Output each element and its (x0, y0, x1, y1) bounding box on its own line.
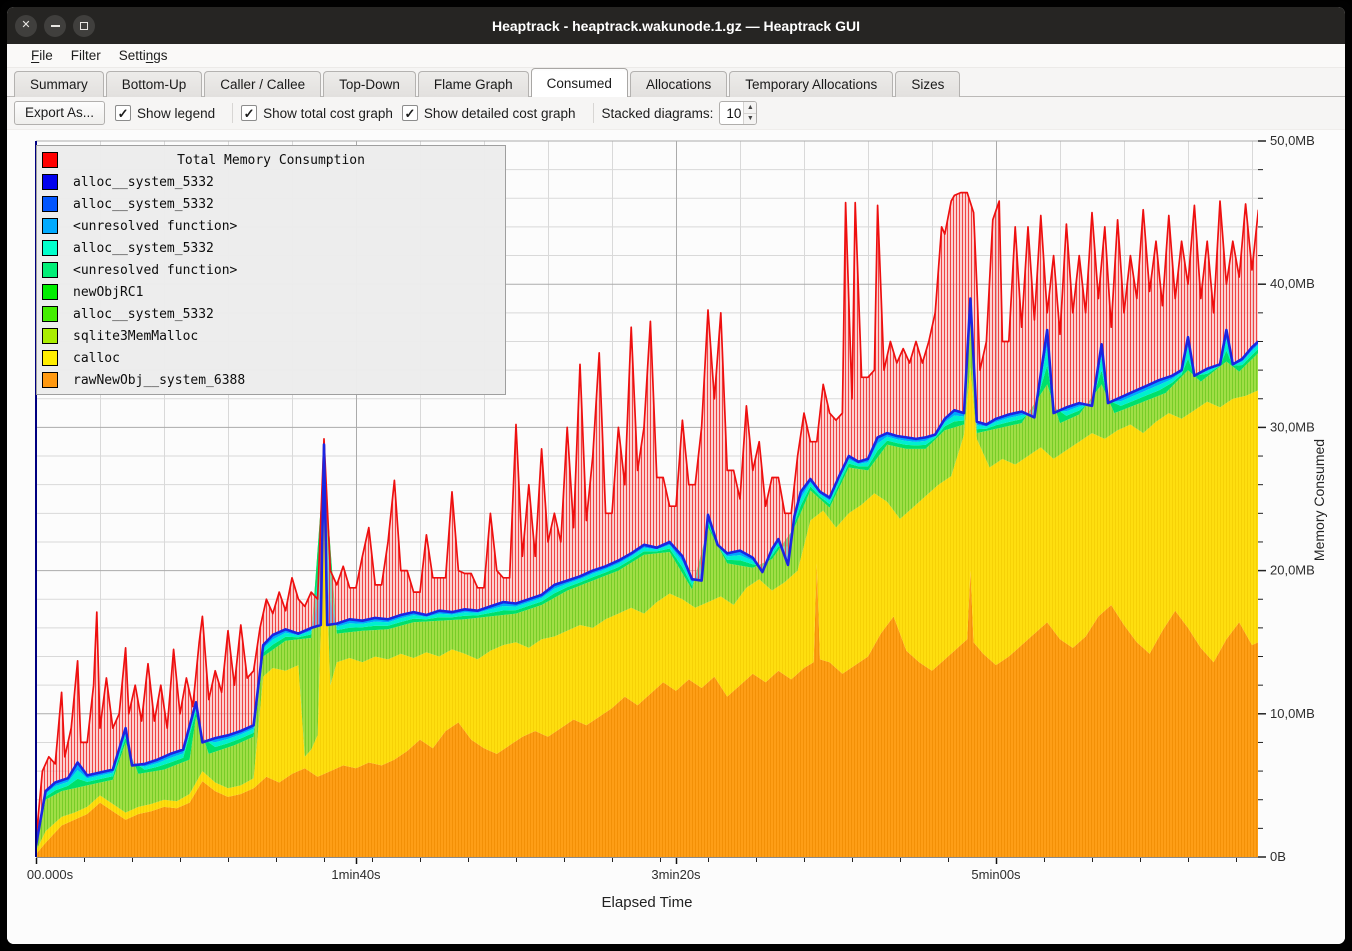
tab-bottom-up[interactable]: Bottom-Up (105, 71, 203, 97)
axis-label: 20,0MB (1270, 563, 1315, 578)
legend-label: calloc (73, 350, 120, 366)
legend-item: alloc__system_5332 (37, 193, 505, 215)
chart-legend: Total Memory Consumption alloc__system_53… (36, 145, 506, 395)
checkbox-icon[interactable]: ✓ (115, 105, 132, 121)
checkbox-icon[interactable]: ✓ (401, 105, 418, 121)
axis-label: 5min00s (971, 867, 1021, 882)
menu-settings[interactable]: Settings (118, 48, 168, 63)
axis-label: 50,0MB (1270, 133, 1315, 148)
axis-label: 00.000s (27, 867, 74, 882)
tab-summary[interactable]: Summary (14, 71, 104, 97)
maximize-icon (80, 21, 88, 30)
toolbar-separator (592, 103, 594, 123)
legend-swatch-icon (42, 196, 58, 212)
legend-label: rawNewObj__system_6388 (73, 372, 246, 388)
tab-bar: Summary Bottom-Up Caller / Callee Top-Down F… (7, 68, 1345, 97)
memory-consumption-chart[interactable]: 0B 10,0MB 20,0MB 30,0MB 40,0MB 50,0MB 00.000s 1… (7, 130, 1345, 944)
legend-item: calloc (37, 347, 505, 369)
menu-bar: File Filter Settings (7, 44, 1345, 68)
legend-label: <unresolved function> (73, 218, 238, 234)
stacked-diagrams-value: 10 (726, 105, 742, 121)
legend-swatch-icon (42, 372, 58, 388)
maximize-button[interactable] (73, 14, 95, 37)
legend-label: alloc__system_5332 (73, 174, 214, 190)
tab-top-down[interactable]: Top-Down (323, 71, 416, 97)
axis-label: 0B (1270, 849, 1286, 864)
axis-label: Elapsed Time (602, 894, 693, 911)
axis-label: 40,0MB (1270, 276, 1315, 291)
legend-label: alloc__system_5332 (73, 196, 214, 212)
toolbar-separator (232, 103, 234, 123)
legend-swatch-icon (42, 350, 58, 366)
legend-label: Total Memory Consumption (177, 152, 365, 168)
stacked-diagrams-spinner[interactable]: 10 ▲ ▼ (719, 101, 758, 125)
legend-swatch-icon (42, 306, 58, 322)
axis-label: Memory Consumed (1311, 439, 1327, 561)
legend-item: <unresolved function> (37, 215, 505, 237)
checkbox-label: Show total cost graph (263, 105, 393, 121)
tab-flame-graph[interactable]: Flame Graph (417, 71, 529, 97)
legend-swatch-icon (42, 174, 58, 190)
tab-allocations[interactable]: Allocations (629, 71, 728, 97)
chart-canvas[interactable]: 0B 10,0MB 20,0MB 30,0MB 40,0MB 50,0MB 00.000s 1… (7, 130, 1345, 944)
axis-label: 30,0MB (1270, 419, 1315, 434)
legend-swatch-icon (42, 284, 58, 300)
legend-swatch-icon (42, 152, 58, 168)
legend-swatch-icon (42, 240, 58, 256)
close-button[interactable]: ✕ (15, 14, 37, 37)
minimize-icon (50, 24, 60, 27)
legend-label: newObjRC1 (73, 284, 144, 300)
application-window: ✕ Heaptrack - heaptrack.wakunode.1.gz — … (7, 7, 1345, 944)
tab-caller-callee[interactable]: Caller / Callee (204, 71, 322, 97)
toolbar: Export As... ✓ Show legend ✓ Show total cos… (7, 97, 1345, 130)
legend-item: <unresolved function> (37, 259, 505, 281)
spinner-arrows: ▲ ▼ (743, 102, 757, 124)
legend-swatch-icon (42, 218, 58, 234)
legend-swatch-icon (42, 262, 58, 278)
export-as-button[interactable]: Export As... (14, 101, 106, 125)
window-controls: ✕ (15, 7, 95, 44)
legend-item: alloc__system_5332 (37, 237, 505, 259)
legend-label: sqlite3MemMalloc (73, 328, 199, 344)
checkbox-show-total-cost-graph[interactable]: ✓ Show total cost graph (241, 105, 393, 121)
legend-item: sqlite3MemMalloc (37, 325, 505, 347)
spinner-up-icon[interactable]: ▲ (744, 102, 757, 113)
legend-label: alloc__system_5332 (73, 240, 214, 256)
title-bar[interactable]: ✕ Heaptrack - heaptrack.wakunode.1.gz — … (7, 7, 1345, 44)
checkbox-label: Show detailed cost graph (423, 105, 576, 121)
legend-item: alloc__system_5332 (37, 303, 505, 325)
legend-swatch-icon (42, 328, 58, 344)
legend-item: alloc__system_5332 (37, 171, 505, 193)
menu-filter[interactable]: Filter (70, 48, 101, 63)
tab-temporary-allocations[interactable]: Temporary Allocations (729, 71, 894, 97)
checkbox-label: Show legend (137, 105, 216, 121)
checkbox-show-legend[interactable]: ✓ Show legend (115, 105, 215, 121)
legend-label: alloc__system_5332 (73, 306, 214, 322)
checkbox-icon[interactable]: ✓ (241, 105, 258, 121)
menu-file[interactable]: File (31, 48, 53, 63)
checkbox-show-detailed-cost-graph[interactable]: ✓ Show detailed cost graph (401, 105, 576, 121)
tab-sizes[interactable]: Sizes (895, 71, 961, 97)
legend-label: <unresolved function> (73, 262, 238, 278)
legend-item: newObjRC1 (37, 281, 505, 303)
minimize-button[interactable] (44, 14, 66, 37)
window-title: Heaptrack - heaptrack.wakunode.1.gz — He… (491, 17, 860, 34)
axis-label: 10,0MB (1270, 706, 1315, 721)
axis-label: 1min40s (331, 867, 381, 882)
stacked-diagrams-label: Stacked diagrams: (601, 105, 714, 121)
tab-consumed[interactable]: Consumed (530, 68, 628, 97)
legend-item: rawNewObj__system_6388 (37, 369, 505, 391)
axis-label: 3min20s (651, 867, 701, 882)
legend-item: Total Memory Consumption (37, 149, 505, 171)
spinner-down-icon[interactable]: ▼ (744, 112, 757, 124)
